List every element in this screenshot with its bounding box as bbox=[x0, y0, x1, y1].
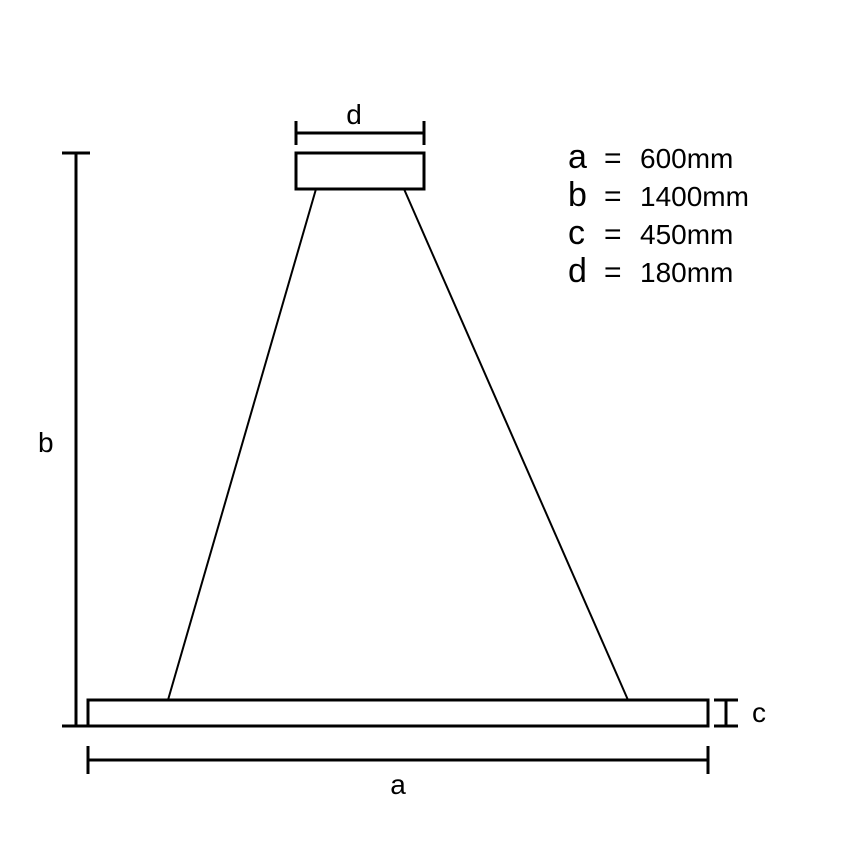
legend-eq-a: = bbox=[604, 142, 622, 175]
cable-left bbox=[168, 189, 316, 700]
dim-label-a: a bbox=[390, 769, 406, 800]
legend-letter-a: a bbox=[568, 138, 587, 176]
legend-eq-d: = bbox=[604, 256, 622, 289]
legend-letter-b: b bbox=[568, 176, 587, 214]
ceiling-canopy bbox=[296, 153, 424, 189]
pendant-light-dimension-diagram: bdcaa=600mmb=1400mmc=450mmd=180mm bbox=[0, 0, 868, 868]
ring-profile bbox=[88, 700, 708, 726]
legend-value-d: 180mm bbox=[640, 257, 733, 288]
legend-value-b: 1400mm bbox=[640, 181, 749, 212]
dim-label-c: c bbox=[752, 697, 766, 728]
dim-label-b: b bbox=[38, 427, 54, 458]
legend-letter-d: d bbox=[568, 252, 587, 290]
legend-eq-c: = bbox=[604, 218, 622, 251]
legend-letter-c: c bbox=[568, 214, 585, 252]
legend-eq-b: = bbox=[604, 180, 622, 213]
dim-label-d: d bbox=[346, 99, 362, 130]
legend-value-c: 450mm bbox=[640, 219, 733, 250]
legend-value-a: 600mm bbox=[640, 143, 733, 174]
cable-right bbox=[404, 189, 628, 700]
